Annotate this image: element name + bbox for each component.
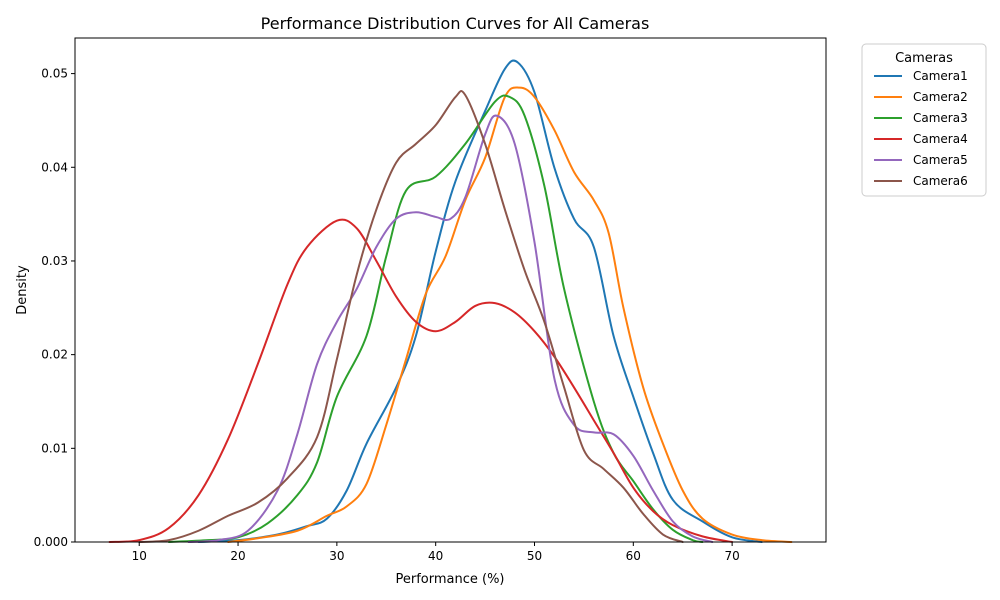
plot-frame <box>74 37 827 543</box>
legend-box <box>861 43 987 197</box>
series-line-camera1 <box>197 59 763 543</box>
x-axis-label: Performance (%) <box>395 572 504 587</box>
legend-title: Cameras <box>895 51 953 66</box>
series-line-camera5 <box>187 114 714 543</box>
x-tick-label: 10 <box>132 549 147 563</box>
y-axis-label: Density <box>15 265 30 315</box>
legend-label-camera6: Camera6 <box>913 174 968 188</box>
y-tick-label: 0.000 <box>34 535 68 549</box>
legend-label-camera1: Camera1 <box>913 69 968 83</box>
y-tick-label: 0.01 <box>41 441 68 455</box>
legend-label-camera4: Camera4 <box>913 132 968 146</box>
legend-label-camera5: Camera5 <box>913 153 968 167</box>
x-tick-label: 20 <box>230 549 245 563</box>
y-tick-label: 0.05 <box>41 67 68 81</box>
legend-label-camera2: Camera2 <box>913 90 968 104</box>
y-tick-label: 0.03 <box>41 254 68 268</box>
legend-items: Camera1 Camera2 Camera3 Camera4 Camera5 Camer… <box>874 69 968 188</box>
series-layer <box>108 59 793 543</box>
x-tick-label: 50 <box>527 549 542 563</box>
x-axis: 10 20 30 40 50 60 70 <box>132 542 740 563</box>
y-tick-label: 0.04 <box>41 160 68 174</box>
series-line-camera3 <box>167 94 704 543</box>
y-tick-label: 0.02 <box>41 348 68 362</box>
legend: Cameras Camera1Camera2Camera3Camera4Came… <box>861 43 987 197</box>
series-line-camera4 <box>108 218 734 543</box>
x-tick-label: 40 <box>428 549 443 563</box>
series-line-camera6 <box>138 89 684 543</box>
legend-label-camera3: Camera3 <box>913 111 968 125</box>
x-tick-label: 70 <box>724 549 739 563</box>
x-tick-label: 60 <box>626 549 641 563</box>
x-tick-label: 30 <box>329 549 344 563</box>
y-axis: 0.000 0.01 0.02 0.03 0.04 0.05 <box>34 67 75 549</box>
series-line-camera2 <box>227 86 793 543</box>
chart-title: Performance Distribution Curves for All … <box>261 14 650 33</box>
